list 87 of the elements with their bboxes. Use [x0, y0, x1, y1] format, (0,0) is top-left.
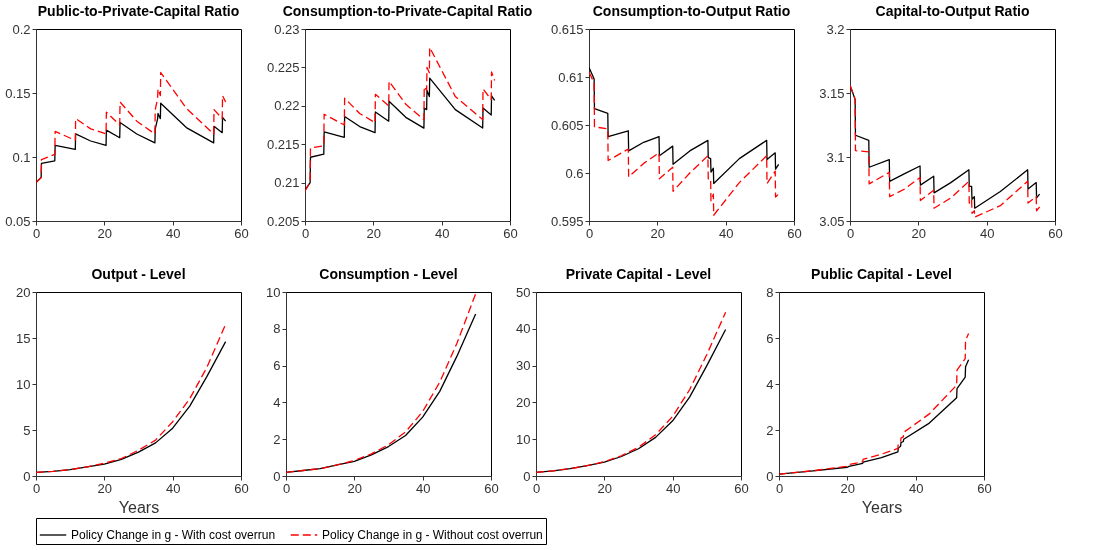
x-tick-label: 60 [1048, 225, 1063, 241]
y-tick-label: 0 [523, 468, 531, 484]
x-tick-label: 20 [347, 480, 363, 496]
y-tick-label: 4 [273, 394, 281, 410]
line-series [305, 77, 496, 191]
y-tick-label: 0.2 [12, 21, 31, 37]
y-tick-label: 10 [266, 284, 281, 300]
y-tick-label: 2 [273, 431, 281, 447]
x-tick-label: 60 [234, 225, 249, 241]
x-tick-label: 40 [434, 225, 450, 241]
chart-title: Capital-to-Output Ratio [875, 3, 1030, 19]
y-tick-label: 6 [273, 358, 281, 374]
x-tick-label: 20 [597, 480, 613, 496]
y-tick-label: 8 [766, 284, 774, 300]
y-tick-label: 0.23 [274, 21, 300, 37]
chart-title: Output - Level [91, 266, 186, 282]
y-tick-label: 10 [516, 431, 531, 447]
x-tick-label: 60 [734, 480, 749, 496]
y-tick-label: 0 [766, 468, 774, 484]
x-tick-label: 40 [165, 225, 181, 241]
y-tick-label: 15 [16, 330, 31, 346]
x-tick-label: 0 [585, 225, 594, 241]
x-tick-label: 20 [97, 480, 113, 496]
y-tick-label: 0.1 [12, 149, 31, 165]
line-series [36, 71, 227, 184]
y-tick-label: 2 [766, 422, 774, 438]
y-tick-label: 0.615 [550, 21, 584, 37]
y-tick-label: 8 [273, 321, 281, 337]
y-tick-label: 40 [516, 321, 531, 337]
x-tick-label: 40 [979, 225, 995, 241]
y-tick-label: 0 [23, 468, 31, 484]
legend-label: Policy Change in g - With cost overrun [71, 528, 276, 542]
legend-label: Policy Change in g - Without cost overrun [322, 528, 543, 542]
y-tick-label: 0 [273, 468, 281, 484]
chart-title: Consumption-to-Output Ratio [592, 3, 791, 19]
y-tick-label: 0.605 [550, 117, 584, 133]
x-axis-title: Years [861, 498, 903, 516]
y-tick-label: 10 [16, 376, 31, 392]
y-tick-label: 3.2 [826, 21, 845, 37]
x-tick-label: 40 [165, 480, 181, 496]
y-tick-label: 0.215 [266, 136, 300, 152]
y-tick-label: 5 [23, 422, 31, 438]
x-tick-label: 0 [532, 480, 541, 496]
y-tick-label: 3.15 [819, 85, 845, 101]
x-tick-label: 20 [97, 225, 113, 241]
line-series [589, 71, 780, 216]
x-tick-label: 40 [718, 225, 734, 241]
y-tick-label: 0.21 [274, 175, 300, 191]
chart-title: Public-to-Private-Capital Ratio [37, 3, 240, 19]
x-tick-label: 20 [911, 225, 927, 241]
chart-title: Consumption-to-Private-Capital Ratio [282, 3, 533, 19]
x-tick-label: 40 [415, 480, 431, 496]
x-axis-title: Years [118, 498, 160, 516]
y-tick-label: 50 [516, 284, 531, 300]
y-tick-label: 0.22 [274, 98, 300, 114]
y-tick-label: 0.61 [558, 69, 584, 85]
chart-title: Private Capital - Level [565, 266, 712, 282]
y-tick-label: 0.205 [266, 213, 300, 229]
y-tick-label: 20 [516, 394, 531, 410]
y-tick-label: 30 [516, 358, 531, 374]
line-series [779, 332, 970, 475]
y-tick-label: 0.05 [5, 213, 31, 229]
x-tick-label: 60 [484, 480, 499, 496]
y-tick-label: 0.595 [550, 213, 584, 229]
x-tick-label: 20 [650, 225, 666, 241]
x-tick-label: 40 [665, 480, 681, 496]
y-tick-label: 6 [766, 330, 774, 346]
y-tick-label: 4 [766, 376, 774, 392]
x-tick-label: 20 [366, 225, 382, 241]
x-tick-label: 60 [503, 225, 518, 241]
y-tick-label: 0.225 [266, 59, 300, 75]
y-tick-label: 0.6 [565, 165, 584, 181]
x-tick-label: 60 [234, 480, 249, 496]
x-tick-label: 60 [787, 225, 802, 241]
x-tick-label: 0 [301, 225, 310, 241]
y-tick-label: 0.15 [5, 85, 31, 101]
x-tick-label: 40 [908, 480, 924, 496]
y-tick-label: 3.05 [819, 213, 845, 229]
chart-title: Public Capital - Level [811, 266, 952, 282]
x-tick-label: 20 [840, 480, 856, 496]
x-tick-label: 60 [977, 480, 992, 496]
y-tick-label: 3.1 [826, 149, 845, 165]
x-tick-label: 0 [846, 225, 855, 241]
y-tick-label: 20 [16, 284, 31, 300]
line-series [305, 46, 496, 192]
line-series [589, 66, 780, 185]
chart-title: Consumption - Level [319, 266, 458, 282]
